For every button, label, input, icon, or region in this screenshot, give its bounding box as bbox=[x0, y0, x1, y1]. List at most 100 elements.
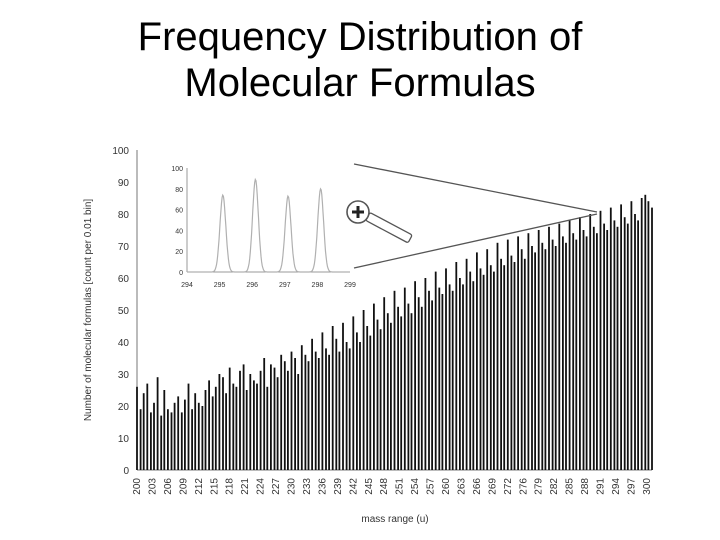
callout-line-top bbox=[353, 163, 598, 213]
bar bbox=[420, 306, 423, 470]
bar bbox=[211, 396, 214, 470]
bar bbox=[366, 326, 369, 470]
bar bbox=[239, 370, 241, 470]
x-tick-label: 288 bbox=[580, 478, 591, 495]
bar bbox=[548, 226, 550, 470]
bar bbox=[228, 367, 231, 470]
bar bbox=[496, 242, 499, 470]
x-tick-label: 224 bbox=[256, 478, 267, 495]
bar bbox=[531, 246, 533, 470]
bar bbox=[634, 214, 636, 470]
bar bbox=[150, 412, 152, 470]
bar bbox=[651, 207, 653, 470]
inset-x-tick-label: 296 bbox=[246, 282, 258, 289]
bar bbox=[197, 402, 200, 470]
bar bbox=[177, 396, 180, 470]
bar bbox=[283, 361, 286, 470]
x-tick-label: 257 bbox=[426, 478, 437, 495]
bar bbox=[201, 406, 204, 470]
y-tick-label: 90 bbox=[118, 178, 130, 189]
x-tick-label: 200 bbox=[132, 478, 143, 495]
bar bbox=[534, 252, 536, 470]
bar bbox=[352, 316, 355, 470]
bar bbox=[242, 364, 245, 470]
inset-x-ticks: 294 295 296 297 298 299 bbox=[181, 282, 356, 289]
bar bbox=[290, 351, 293, 470]
bar bbox=[390, 322, 392, 470]
bar bbox=[582, 230, 585, 470]
bar bbox=[644, 194, 647, 471]
bar bbox=[455, 262, 458, 470]
x-tick-label: 260 bbox=[441, 478, 452, 495]
bar bbox=[565, 242, 567, 470]
x-tick-label: 245 bbox=[364, 478, 375, 495]
bar bbox=[558, 223, 561, 470]
bar bbox=[630, 201, 633, 470]
bar bbox=[459, 278, 461, 470]
bar bbox=[194, 393, 197, 470]
y-tick-label: 100 bbox=[112, 146, 129, 157]
inset-x-tick-label: 299 bbox=[344, 282, 356, 289]
bar bbox=[328, 354, 330, 470]
bar bbox=[297, 374, 300, 470]
bar bbox=[314, 351, 317, 470]
bar bbox=[139, 409, 142, 470]
x-tick-label: 230 bbox=[287, 478, 298, 495]
bar bbox=[527, 233, 530, 470]
inset-y-tick-label: 0 bbox=[179, 270, 183, 277]
bar bbox=[321, 332, 324, 470]
bar bbox=[647, 201, 650, 470]
slide-title: Frequency Distribution of Molecular Form… bbox=[0, 14, 720, 106]
bar bbox=[462, 284, 464, 470]
bar bbox=[338, 351, 341, 470]
x-tick-label: 263 bbox=[456, 478, 467, 495]
bar bbox=[187, 383, 190, 470]
x-tick-label: 276 bbox=[518, 478, 529, 495]
bar bbox=[554, 246, 557, 470]
inset-x-tick-label: 298 bbox=[312, 282, 324, 289]
bar bbox=[506, 239, 509, 470]
bar bbox=[428, 290, 430, 470]
bar bbox=[476, 252, 478, 470]
bar bbox=[359, 342, 361, 470]
bar bbox=[386, 313, 389, 470]
x-axis-label: mass range (u) bbox=[361, 514, 428, 525]
inset-chart: 0 20 40 60 80 100 294 295 296 297 298 299 bbox=[171, 160, 356, 289]
y-tick-label: 60 bbox=[118, 274, 130, 285]
bar bbox=[307, 361, 310, 470]
inset-y-tick-label: 60 bbox=[175, 208, 183, 215]
x-tick-label: 215 bbox=[209, 478, 220, 495]
bar bbox=[294, 358, 296, 470]
bar bbox=[331, 326, 334, 470]
inset-peaks-line bbox=[187, 177, 350, 273]
bar bbox=[640, 198, 643, 470]
bar bbox=[270, 364, 272, 470]
bar bbox=[153, 402, 155, 470]
main-y-ticks: 0 10 20 30 40 50 60 70 80 90 100 bbox=[112, 146, 129, 477]
inset-y-tick-label: 40 bbox=[175, 228, 183, 235]
bar bbox=[403, 287, 406, 470]
bar bbox=[383, 297, 386, 470]
bar bbox=[523, 258, 526, 470]
bar bbox=[637, 220, 639, 470]
bar bbox=[263, 358, 266, 470]
callout-line-bottom bbox=[353, 213, 598, 269]
y-tick-label: 50 bbox=[118, 306, 130, 317]
bar bbox=[568, 220, 571, 470]
inset-background bbox=[182, 160, 354, 275]
inset-y-tick-label: 20 bbox=[175, 249, 183, 256]
bar bbox=[513, 262, 516, 470]
bar bbox=[510, 255, 513, 470]
inset-x-tick-label: 295 bbox=[214, 282, 226, 289]
bar bbox=[431, 300, 433, 470]
bar bbox=[170, 412, 173, 470]
bar bbox=[486, 249, 489, 470]
main-x-ticks: 200 203 206 209 212 215 218 221 224 227 230 233 236 2… bbox=[132, 478, 653, 495]
bar bbox=[142, 393, 145, 470]
x-tick-label: 221 bbox=[240, 478, 251, 495]
bar bbox=[397, 306, 399, 470]
bar bbox=[551, 239, 554, 470]
bar bbox=[626, 223, 629, 470]
x-tick-label: 227 bbox=[271, 478, 282, 495]
bar bbox=[256, 383, 258, 470]
